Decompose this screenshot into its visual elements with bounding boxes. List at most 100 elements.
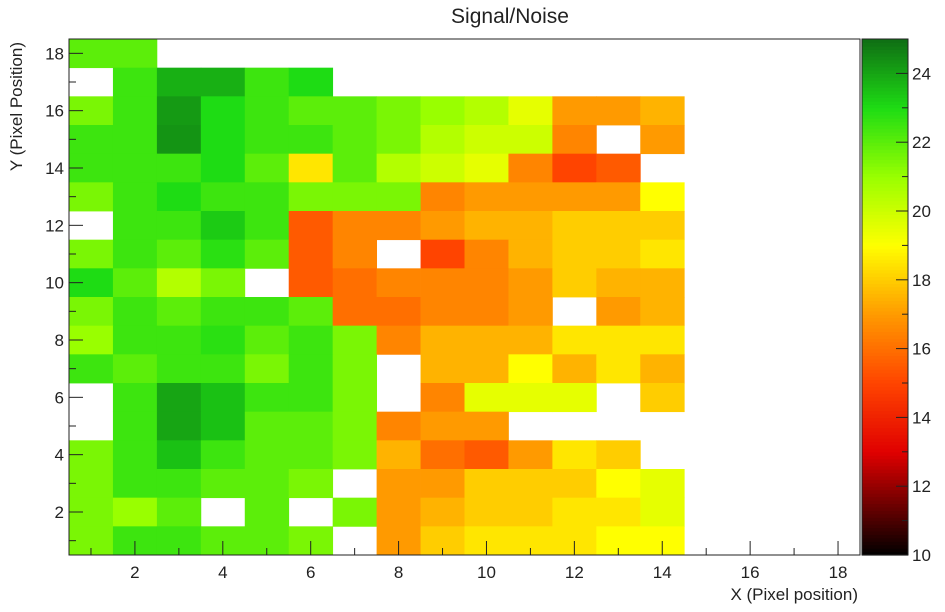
heatmap-cell [376,125,421,155]
heatmap-cell [332,297,378,327]
colorbar-segment [862,131,908,136]
colorbar-segment [862,228,908,233]
colorbar-segment [862,334,908,339]
heatmap-cell [332,125,378,155]
colorbar-segment [862,142,908,147]
heatmap-cell [112,239,158,269]
heatmap-cell [244,497,290,527]
heatmap-cell [112,383,158,413]
heatmap-cell [288,354,334,384]
colorbar-segment [862,59,908,64]
heatmap-cell [332,96,378,126]
x-tick-label: 16 [741,563,760,582]
colorbar-segment [862,438,908,443]
heatmap-cell [596,354,641,384]
colorbar-segment [862,207,908,212]
axes: 2 4 6 8 10 12 14 16 18 2 4 6 8 10 12 14 16 18 [45,44,847,582]
heatmap-cell [288,268,334,298]
y-tick-label: 8 [55,331,64,350]
heatmap-cell [288,67,334,97]
colorbar-segment [862,76,908,81]
heatmap-cell [244,440,290,470]
heatmap-cell [508,497,553,527]
heatmap-cell [420,211,465,241]
colorbar-segment [862,314,908,319]
y-tick-label: 2 [55,503,64,522]
heatmap-cell [200,440,246,470]
heatmap-cell [464,268,509,298]
x-tick-label: 8 [394,563,403,582]
colorbar-segment [862,472,908,477]
colorbar-segment [862,489,908,494]
heatmap-cell [200,383,246,413]
colorbar-segment [862,63,908,68]
heatmap-cell [508,383,553,413]
heatmap-cell [640,268,685,298]
heatmap-cell [464,239,509,269]
heatmap-cell [552,182,597,212]
colorbar-segment [862,145,908,150]
colorbar-segment [862,355,908,360]
colorbar-segment [862,434,908,439]
y-axis-label: Y (Pixel Position) [7,42,26,171]
heatmap-cell [464,497,509,527]
heatmap-cell [508,211,553,241]
heatmap-cell [420,354,465,384]
heatmap-cell [244,469,290,499]
heatmap-cell [244,153,290,183]
colorbar-segment [862,231,908,236]
heatmap-cell [508,125,553,155]
heatmap-cell [420,469,465,499]
x-tick-label: 12 [565,563,584,582]
heatmap-cell [508,297,553,327]
heatmap-cell [69,239,114,269]
colorbar-segment [862,121,908,126]
heatmap-cell [156,469,202,499]
heatmap-cell [420,383,465,413]
heatmap-cell [244,354,290,384]
colorbar-segment [862,262,908,267]
heatmap-cell [332,182,378,212]
heatmap-cell [464,153,509,183]
colorbar-segment [862,214,908,219]
heatmap-cell [200,325,246,355]
colorbar-tick-label: 20 [912,202,931,221]
heatmap-cell [156,125,202,155]
colorbar-segment [862,259,908,264]
colorbar-segment [862,300,908,305]
heatmap-cell [244,411,290,441]
colorbar-segment [862,465,908,470]
colorbar-segment [862,358,908,363]
heatmap-cell [156,153,202,183]
colorbar-segment [862,155,908,160]
colorbar-segment [862,255,908,260]
heatmap-cell [200,211,246,241]
colorbar-segment [862,107,908,112]
colorbar-segment [862,352,908,357]
heatmap-cell [464,354,509,384]
heatmap-cell [596,239,641,269]
colorbar-segment [862,548,908,553]
colorbar-segment [862,541,908,546]
heatmap-cell [640,182,685,212]
heatmap-cell [332,239,378,269]
heatmap-cell [332,153,378,183]
heatmap-cell [508,96,553,126]
heatmap-cell [376,268,421,298]
colorbar-segment [862,56,908,61]
heatmap-cell [332,325,378,355]
colorbar-segment [862,269,908,274]
colorbar-segment [862,49,908,54]
colorbar-segment [862,186,908,191]
colorbar-segment [862,503,908,508]
heatmap-cell [332,383,378,413]
heatmap-cell [332,211,378,241]
colorbar-segment [862,200,908,205]
heatmap-cell [69,469,114,499]
heatmap-cell [552,153,597,183]
heatmap-cell [156,67,202,97]
colorbar-segment [862,224,908,229]
heatmap-cell [596,325,641,355]
colorbar-tick-label: 16 [912,340,931,359]
heatmap-cell [596,268,641,298]
